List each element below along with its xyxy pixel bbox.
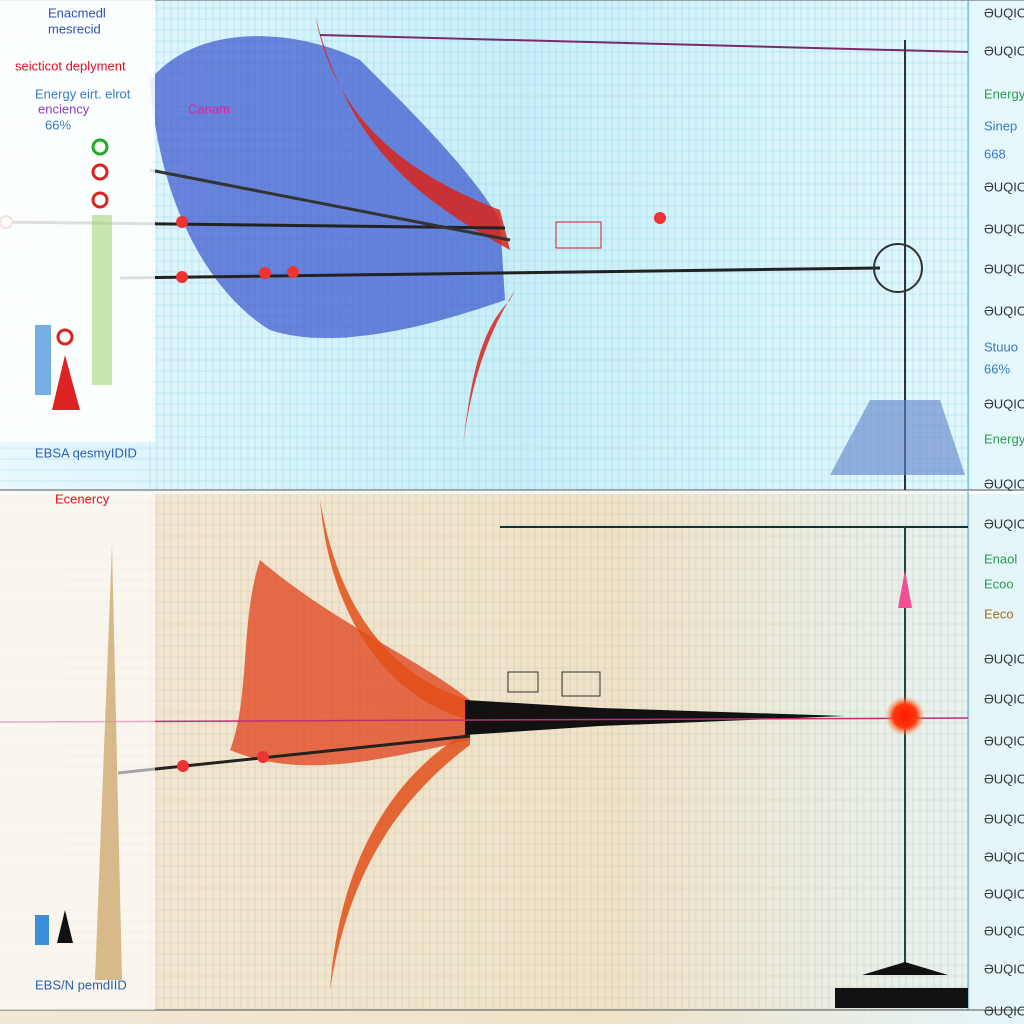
axis-label: ƏUQIO (984, 691, 1024, 706)
point (176, 216, 188, 228)
side-label: Stuuo (984, 339, 1018, 354)
series-line (319, 34, 969, 53)
point (259, 267, 271, 279)
title: Enacmedl (48, 5, 106, 20)
marker (885, 696, 925, 736)
annotation: Canam (188, 101, 230, 116)
axis-label: ƏUQIO (984, 923, 1024, 938)
legend-box (0, 0, 155, 442)
axis-label: ƏUQIO (984, 396, 1024, 411)
point (287, 266, 299, 278)
axis-label: ƏUQIO (984, 811, 1024, 826)
subtitle: seicticot deplyment (15, 58, 126, 73)
icon (92, 215, 112, 385)
series-line (149, 168, 511, 242)
box (507, 671, 539, 693)
icon (91, 138, 109, 156)
axis-label: ƏUQIO (984, 5, 1024, 20)
axis-label: ƏUQIO (984, 771, 1024, 786)
icon (35, 325, 51, 395)
icon (95, 545, 122, 980)
axis-label: ƏUQIO (984, 733, 1024, 748)
series-line (119, 266, 881, 280)
axis-label: ƏUQIO (984, 1003, 1024, 1018)
axis-label: ƏUQIO (984, 651, 1024, 666)
labels: Enacmedl mesrecid seicticot deplyment En… (15, 5, 1024, 1018)
red-fan (230, 560, 470, 766)
icon (35, 915, 49, 945)
legend-text: enciency (38, 101, 90, 116)
series-line (0, 717, 969, 723)
side-label: Ecoo (984, 576, 1014, 591)
side-label: Eeco (984, 606, 1014, 621)
axis-label: ƏUQIO (984, 849, 1024, 864)
box (555, 221, 602, 249)
axis-label: ƏUQIO (984, 221, 1024, 236)
icon (91, 191, 109, 209)
series-line (117, 734, 471, 775)
axis-label: ƏUQIO (984, 516, 1024, 531)
legend-text: Energy eirt. elrot (35, 86, 131, 101)
legend-box (0, 494, 155, 1010)
footer: EBS/N pemdIID (35, 977, 127, 992)
point (654, 212, 666, 224)
title: mesrecid (48, 21, 101, 36)
bottom-panel (0, 494, 1024, 1024)
side-label: Enaol (984, 551, 1017, 566)
marker (898, 570, 912, 608)
point (257, 751, 269, 763)
side-label: Energy (984, 431, 1024, 446)
icon (57, 910, 73, 943)
series-band (465, 700, 845, 735)
point (176, 271, 188, 283)
side-label: Energy (984, 86, 1024, 101)
side-label: 668 (984, 146, 1006, 161)
axis-label: ƏUQIO (984, 303, 1024, 318)
side-label: Sinep (984, 118, 1017, 133)
box (561, 671, 601, 697)
blue-blob (150, 36, 505, 339)
axis-label: ƏUQIO (984, 43, 1024, 58)
icon (56, 328, 74, 346)
decoration (0, 0, 969, 1010)
axis-label: ƏUQIO (984, 179, 1024, 194)
icon (52, 355, 80, 410)
footer: EBSA qesmyIDID (35, 445, 137, 460)
axis-label: ƏUQIO (984, 261, 1024, 276)
box (835, 988, 968, 1008)
side-label: 66% (984, 361, 1010, 376)
point (177, 760, 189, 772)
axis-label: ƏUQIO (984, 476, 1024, 491)
red-curve (320, 500, 470, 720)
marker (873, 243, 923, 293)
icon (91, 163, 109, 181)
title: Ecenercy (55, 491, 110, 506)
blob (830, 400, 965, 475)
legend-text: 66% (45, 117, 71, 132)
axis-label: ƏUQIO (984, 886, 1024, 901)
icon (862, 962, 948, 975)
axis-label: ƏUQIO (984, 961, 1024, 976)
